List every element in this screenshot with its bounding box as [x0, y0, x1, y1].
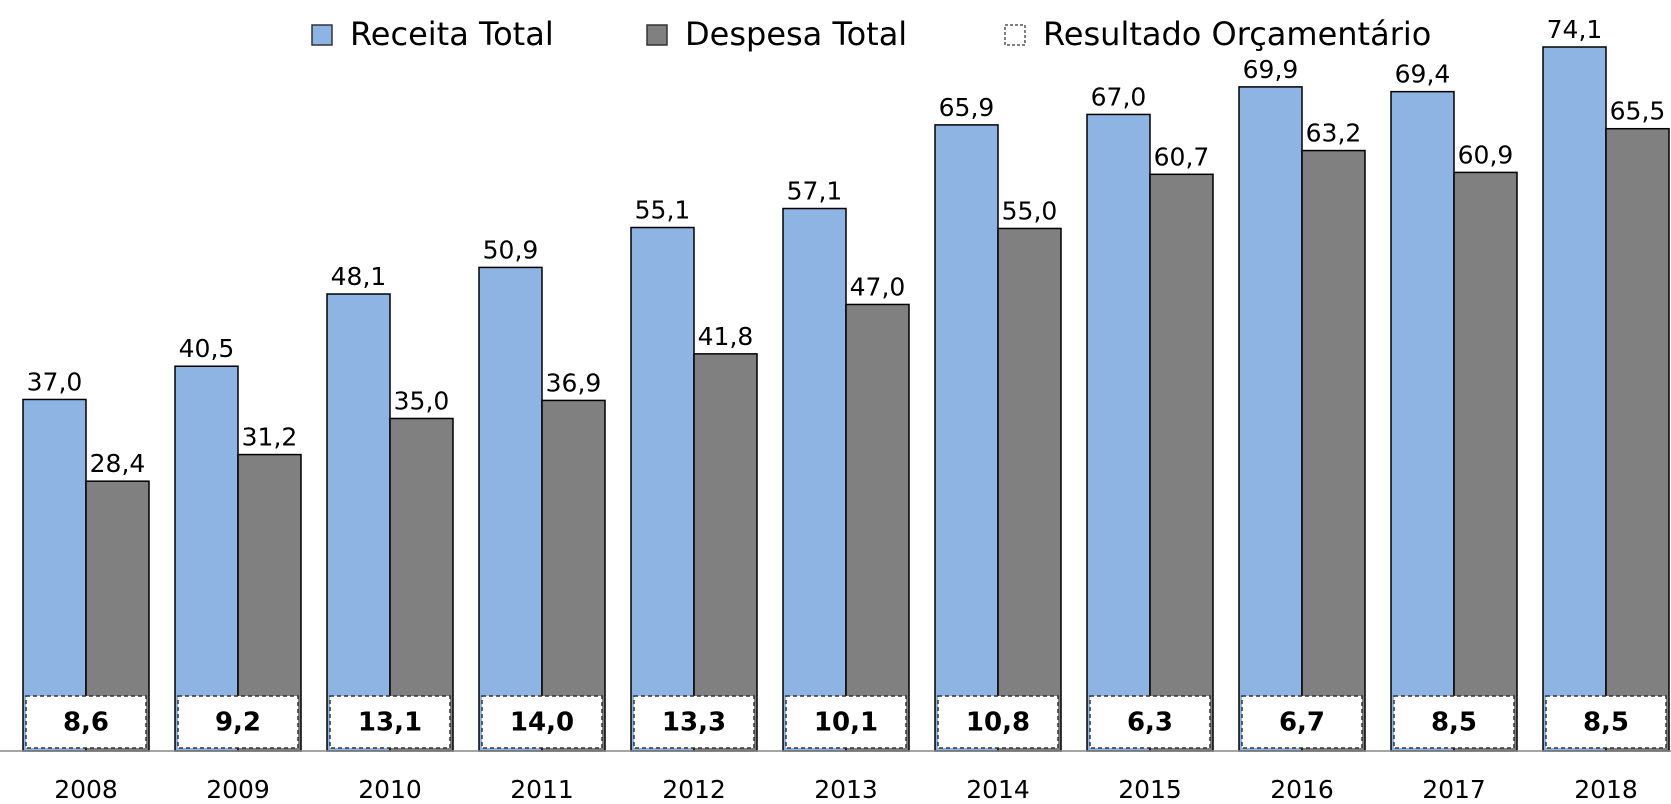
bar — [1238, 86, 1303, 752]
bar — [845, 303, 910, 752]
result-box — [633, 695, 755, 749]
bar — [1086, 113, 1151, 752]
x-tick-label: 2010 — [358, 775, 422, 804]
bar — [934, 124, 999, 752]
result-label: 10,1 — [814, 708, 878, 738]
x-tick-label: 2011 — [510, 775, 574, 804]
bar — [1605, 127, 1670, 752]
result-box — [1393, 695, 1515, 749]
x-tick-label: 2014 — [966, 775, 1030, 804]
result-label: 6,7 — [1279, 708, 1325, 738]
result-box — [1241, 695, 1363, 749]
bar — [478, 266, 543, 752]
result-box — [785, 695, 907, 749]
result-label: 9,2 — [215, 708, 261, 738]
value-label: 55,1 — [635, 196, 691, 225]
result-label: 10,8 — [966, 708, 1030, 738]
result-box — [177, 695, 299, 749]
result-box — [481, 695, 603, 749]
bar — [1453, 171, 1518, 752]
result-box — [937, 695, 1059, 749]
bar — [22, 398, 87, 752]
bar — [1301, 149, 1366, 752]
x-tick-label: 2017 — [1422, 775, 1486, 804]
bar — [326, 293, 391, 752]
result-label: 8,6 — [63, 708, 109, 738]
value-label: 47,0 — [850, 272, 906, 301]
value-label: 55,0 — [1002, 196, 1058, 225]
legend-label: Resultado Orçamentário — [1043, 15, 1431, 53]
result-label: 13,3 — [662, 708, 726, 738]
result-label: 13,1 — [358, 708, 422, 738]
result-box — [1545, 695, 1667, 749]
bar — [997, 227, 1062, 752]
value-label: 67,0 — [1091, 82, 1147, 111]
x-tick-label: 2015 — [1118, 775, 1182, 804]
x-tick-label: 2018 — [1574, 775, 1638, 804]
value-label: 31,2 — [242, 423, 298, 452]
x-tick-label: 2013 — [814, 775, 878, 804]
result-label: 6,3 — [1127, 708, 1173, 738]
result-box — [25, 695, 147, 749]
result-box — [329, 695, 451, 749]
value-label: 35,0 — [394, 386, 450, 415]
value-label: 65,5 — [1610, 97, 1666, 126]
value-label: 57,1 — [787, 177, 843, 206]
legend-swatch — [646, 24, 668, 46]
value-label: 74,1 — [1547, 15, 1603, 44]
result-label: 8,5 — [1431, 708, 1477, 738]
value-label: 50,9 — [483, 235, 539, 264]
value-label: 48,1 — [331, 262, 387, 291]
result-label: 14,0 — [510, 708, 574, 738]
legend-swatch — [1004, 24, 1026, 46]
legend-label: Despesa Total — [685, 15, 907, 53]
value-label: 63,2 — [1306, 119, 1362, 148]
bar — [1390, 90, 1455, 752]
bar — [693, 353, 758, 752]
value-label: 69,4 — [1395, 60, 1451, 89]
value-label: 65,9 — [939, 93, 995, 122]
result-label: 8,5 — [1583, 708, 1629, 738]
value-label: 69,9 — [1243, 55, 1299, 84]
legend-label: Receita Total — [350, 15, 554, 53]
value-label: 28,4 — [90, 449, 146, 478]
x-tick-label: 2008 — [54, 775, 118, 804]
value-label: 37,0 — [27, 367, 83, 396]
value-label: 60,9 — [1458, 140, 1514, 169]
x-tick-label: 2009 — [206, 775, 270, 804]
bar — [630, 226, 695, 752]
legend-swatch — [311, 24, 333, 46]
bar — [174, 365, 239, 752]
bar — [1149, 173, 1214, 752]
value-label: 60,7 — [1154, 142, 1210, 171]
bar — [782, 207, 847, 752]
x-tick-label: 2016 — [1270, 775, 1334, 804]
value-label: 40,5 — [179, 334, 235, 363]
x-tick-label: 2012 — [662, 775, 726, 804]
result-box — [1089, 695, 1211, 749]
value-label: 41,8 — [698, 322, 754, 351]
value-label: 36,9 — [546, 368, 602, 397]
bar — [1542, 46, 1607, 752]
